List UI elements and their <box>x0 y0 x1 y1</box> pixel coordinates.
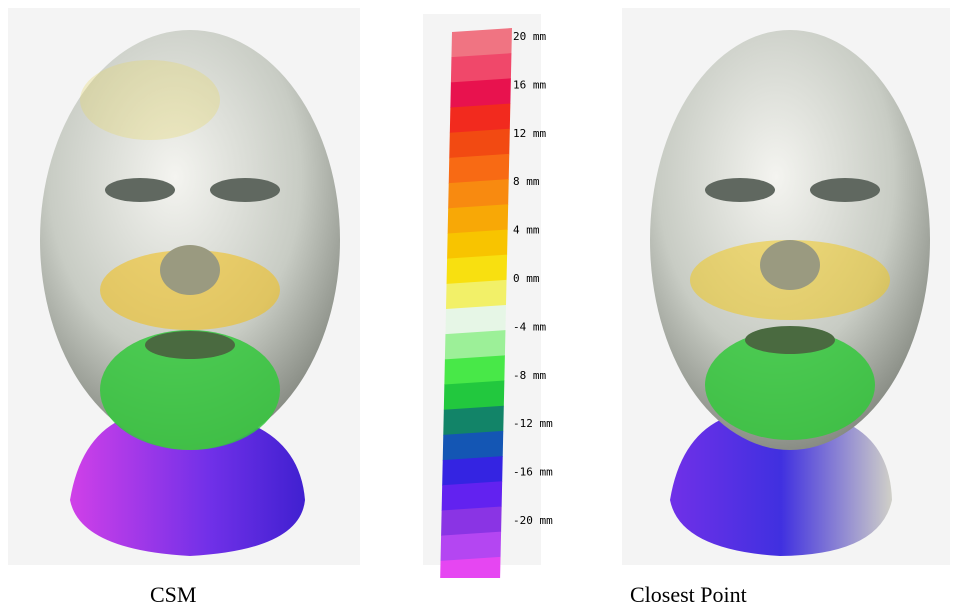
colorbar-band <box>446 280 507 310</box>
caption: Closest Point <box>630 582 747 608</box>
colorbar-label: 0 mm <box>513 272 540 285</box>
colorbar-band <box>441 506 502 536</box>
colorbar-band <box>447 229 508 259</box>
colorbar-band <box>448 204 509 234</box>
caption: CSM <box>150 582 196 608</box>
colorbar-band <box>445 330 506 360</box>
colorbar-label: -4 mm <box>513 320 546 333</box>
colorbar-band <box>448 179 509 209</box>
colorbar-band <box>443 431 504 461</box>
colorbar-band <box>444 381 505 411</box>
colorbar-band <box>451 53 512 83</box>
figure: 20 mm 16 mm 12 mm 8 mm 4 mm 0 mm -4 mm -8 mm -12… <box>0 0 962 578</box>
page: 20 mm 16 mm 12 mm 8 mm 4 mm 0 mm -4 mm -8 mm -12… <box>0 0 962 610</box>
colorbar-label: 12 mm <box>513 127 546 140</box>
colorbar-label: 8 mm <box>513 175 540 188</box>
colorbar-band <box>447 255 508 285</box>
colorbar-band <box>441 532 502 562</box>
colorbar-band <box>445 305 506 335</box>
colorbar-band <box>442 456 503 486</box>
colorbar-label: -16 mm <box>513 466 553 479</box>
colorbar-band <box>449 154 510 184</box>
colorbar-band <box>451 28 512 58</box>
colorbar-band <box>444 355 505 385</box>
colorbar-label: 4 mm <box>513 224 540 237</box>
colorbar-band <box>443 406 504 436</box>
face-closest-point <box>650 30 930 556</box>
colorbar-band <box>442 481 503 511</box>
colorbar-band <box>450 78 511 108</box>
face-csm <box>40 30 340 556</box>
colorbar-label: -20 mm <box>513 514 553 527</box>
colorbar-label: -12 mm <box>513 417 553 430</box>
colorbar-band <box>449 129 510 159</box>
colorbar-label: 16 mm <box>513 78 546 91</box>
colorbar-label: 20 mm <box>513 30 546 43</box>
colorbar-label: -8 mm <box>513 369 546 382</box>
colorbar-band <box>450 104 511 134</box>
